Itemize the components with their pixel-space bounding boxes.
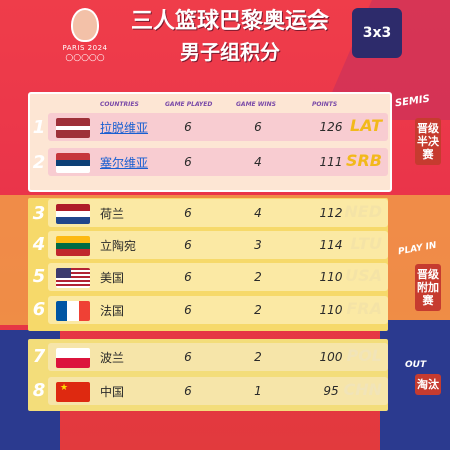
country-code: LTU xyxy=(350,234,382,253)
semis-label: 晋级半决赛 xyxy=(415,118,441,165)
netherlands-flag-icon xyxy=(56,204,90,224)
table-row: 塞尔维亚 6 4 111 SRB xyxy=(48,148,388,176)
country-code: NED xyxy=(344,202,382,221)
games-played: 6 xyxy=(184,270,192,284)
table-row: 荷兰 6 4 112 NED xyxy=(48,199,388,227)
points-value: 100 xyxy=(319,350,343,364)
country-name: 荷兰 xyxy=(100,207,125,221)
rank-number: 2 xyxy=(32,152,46,173)
table-row: 法国 6 2 110 FRA xyxy=(48,296,388,324)
games-won: 2 xyxy=(254,350,262,364)
rank-number: 8 xyxy=(32,380,46,401)
table-row: 拉脱维亚 6 6 126 LAT xyxy=(48,113,388,141)
country-name: 法国 xyxy=(100,304,125,318)
games-won: 6 xyxy=(254,120,262,134)
rank-number: 1 xyxy=(32,117,46,138)
header: PARIS 2024 ○○○○○ 三人篮球巴黎奥运会 男子组积分 3x3 xyxy=(0,0,450,80)
country-code: POL xyxy=(346,346,382,365)
games-played: 6 xyxy=(184,206,192,220)
games-won: 1 xyxy=(254,384,262,398)
country-code: USA xyxy=(345,266,382,285)
paris-2024-logo: PARIS 2024 ○○○○○ xyxy=(55,8,115,63)
country-name[interactable]: 拉脱维亚 xyxy=(100,121,149,135)
logo-text: PARIS 2024 xyxy=(62,44,108,52)
table-row: 波兰 6 2 100 POL xyxy=(48,343,388,371)
country-code: SRB xyxy=(345,151,382,170)
col-points: POINTS xyxy=(312,101,338,108)
games-played: 6 xyxy=(184,303,192,317)
games-played: 6 xyxy=(184,384,192,398)
country-name: 立陶宛 xyxy=(100,239,137,253)
games-won: 2 xyxy=(254,303,262,317)
points-value: 95 xyxy=(323,384,339,398)
france-flag-icon xyxy=(56,301,90,321)
out-tag: OUT xyxy=(405,360,427,370)
country-code: CHN xyxy=(343,380,382,399)
col-countries: COUNTRIES xyxy=(100,101,139,108)
points-value: 112 xyxy=(319,206,343,220)
poland-flag-icon xyxy=(56,348,90,368)
country-code: FRA xyxy=(346,299,382,318)
games-played: 6 xyxy=(184,350,192,364)
rank-number: 4 xyxy=(32,234,46,255)
usa-flag-icon xyxy=(56,268,90,288)
games-played: 6 xyxy=(184,155,192,169)
points-value: 111 xyxy=(319,155,343,169)
games-played: 6 xyxy=(184,238,192,252)
table-row: 立陶宛 6 3 114 LTU xyxy=(48,231,388,259)
olympic-rings-icon: ○○○○○ xyxy=(65,53,105,63)
games-won: 3 xyxy=(254,238,262,252)
country-name[interactable]: 塞尔维亚 xyxy=(100,156,149,170)
serbia-flag-icon xyxy=(56,153,90,173)
games-won: 4 xyxy=(254,155,262,169)
flame-icon xyxy=(71,8,99,42)
page-title: 三人篮球巴黎奥运会 xyxy=(130,9,329,34)
country-name: 波兰 xyxy=(100,351,125,365)
rank-number: 3 xyxy=(32,203,46,224)
rank-number: 6 xyxy=(32,299,46,320)
country-code: LAT xyxy=(350,116,382,135)
rank-number: 7 xyxy=(32,346,46,367)
points-value: 114 xyxy=(319,238,343,252)
rank-number: 5 xyxy=(32,266,46,287)
latvia-flag-icon xyxy=(56,118,90,138)
col-game-played: GAME PLAYED xyxy=(165,101,213,108)
table-row: ★ 中国 6 1 95 CHN xyxy=(48,377,388,405)
games-won: 2 xyxy=(254,270,262,284)
country-name: 中国 xyxy=(100,385,125,399)
country-name: 美国 xyxy=(100,271,125,285)
points-value: 110 xyxy=(319,303,343,317)
playin-label: 晋级附加赛 xyxy=(415,264,441,311)
out-label: 淘汰 xyxy=(415,374,441,395)
points-value: 126 xyxy=(319,120,343,134)
table-row: 美国 6 2 110 USA xyxy=(48,263,388,291)
games-played: 6 xyxy=(184,120,192,134)
3x3-logo: 3x3 xyxy=(352,8,402,58)
page-subtitle: 男子组积分 xyxy=(180,40,280,64)
points-value: 110 xyxy=(319,270,343,284)
china-flag-icon: ★ xyxy=(56,382,90,402)
lithuania-flag-icon xyxy=(56,236,90,256)
col-game-wins: GAME WINS xyxy=(236,101,276,108)
games-won: 4 xyxy=(254,206,262,220)
